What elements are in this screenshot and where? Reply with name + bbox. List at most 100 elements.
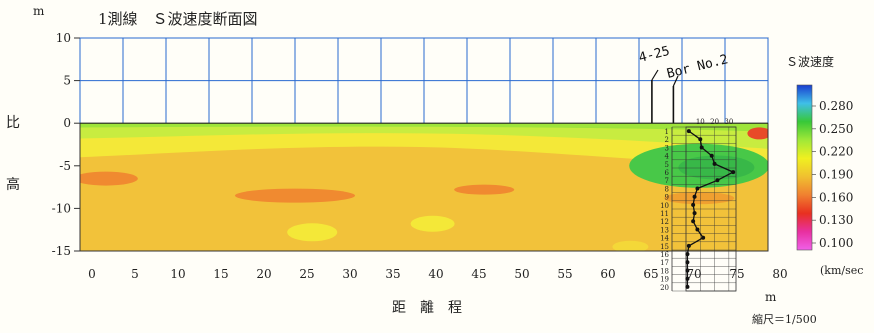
x-tick-label: 5 <box>131 267 139 281</box>
legend-label: 0.160 <box>819 190 853 204</box>
log-depth-label: 15 <box>660 243 669 251</box>
legend-label: 0.190 <box>819 168 853 182</box>
low-velocity-zone-2 <box>235 188 355 203</box>
log-depth-label: 10 <box>660 202 669 210</box>
log-depth-label: 8 <box>665 185 669 193</box>
log-scale-label: 10 <box>696 118 705 126</box>
low-velocity-zone-5 <box>747 127 768 140</box>
grid-lines <box>79 37 769 252</box>
x-tick-label: 30 <box>342 267 357 281</box>
log-depth-label: 11 <box>660 210 669 218</box>
x-tick-label: 50 <box>514 267 529 281</box>
log-depth-label: 14 <box>660 235 669 243</box>
n-value-point <box>695 227 700 232</box>
y-axis-label-char-2: 高 <box>6 177 20 193</box>
yellowgreen-band <box>80 123 768 149</box>
y-tick-label: 5 <box>63 74 71 88</box>
scale-text: 縮尺＝1/500 <box>752 313 817 326</box>
y-tick-label: -15 <box>52 244 71 258</box>
y-axis-unit: m <box>33 4 45 18</box>
low-velocity-zone-3 <box>454 184 515 195</box>
y-tick-label: 10 <box>56 31 71 45</box>
legend-label: 0.100 <box>819 236 853 250</box>
log-depth-label: 19 <box>660 276 669 284</box>
n-value-point <box>709 153 714 158</box>
n-value-point <box>695 186 700 191</box>
n-value-point <box>698 137 703 142</box>
n-value-point <box>685 268 690 273</box>
n-value-point <box>691 219 696 224</box>
high-velocity-core <box>678 155 755 180</box>
x-tick-label: 0 <box>88 267 96 281</box>
chart-title: 1測線 Ｓ波速度断面図 <box>98 10 258 28</box>
y-axis-label-char-1: 比 <box>6 115 20 131</box>
x-tick-label: 60 <box>600 267 615 281</box>
log-depth-label: 18 <box>660 267 669 275</box>
x-tick-label: 40 <box>428 267 443 281</box>
log-depth-label: 17 <box>660 259 669 267</box>
log-scale-label: 20 <box>710 118 719 126</box>
x-tick-label: 65 <box>643 267 658 281</box>
borehole-leader <box>651 69 659 81</box>
legend: 0.280 0.250 0.220 0.190 0.160 0.130 0.100 <box>796 84 853 251</box>
log-depth-label: 2 <box>665 136 669 144</box>
yellow-lens-2 <box>410 215 455 232</box>
yellow-lens-3 <box>612 240 649 251</box>
n-value-point <box>715 178 720 183</box>
green-top-band <box>80 123 768 132</box>
x-axis-label: 距 離 程 <box>392 300 462 316</box>
n-value-point <box>685 276 690 281</box>
log-depth-label: 5 <box>665 161 669 169</box>
n-value-point <box>686 129 691 134</box>
x-tick-label: 10 <box>170 267 185 281</box>
velocity-contour-area <box>80 123 768 251</box>
legend-title: Ｓ波速度 <box>786 55 835 69</box>
log-depth-label: 3 <box>665 144 669 152</box>
log-depth-label: 16 <box>660 251 669 259</box>
borehole-label: 4-25 <box>637 44 671 66</box>
n-value-point <box>691 202 696 207</box>
n-value-point <box>699 145 704 150</box>
legend-colorbar <box>796 84 813 251</box>
y-tick-label: -5 <box>59 159 71 173</box>
borehole-label: Bor No.2 <box>665 52 729 82</box>
x-tick-label: 15 <box>213 267 228 281</box>
n-value-point <box>686 243 691 248</box>
yellow-lens-1 <box>287 223 338 242</box>
low-velocity-zone-4 <box>664 192 735 205</box>
x-tick-label: 55 <box>557 267 572 281</box>
y-tick-label: -10 <box>52 201 71 215</box>
n-value-point <box>701 235 706 240</box>
n-value-point <box>692 194 697 199</box>
low-velocity-zone-1 <box>80 171 138 186</box>
log-depth-label: 13 <box>660 226 669 234</box>
legend-label: 0.250 <box>819 122 853 136</box>
n-value-point <box>685 252 690 257</box>
x-tick-label: 70 <box>686 267 701 281</box>
section-fill-group <box>80 123 768 251</box>
log-depth-label: 12 <box>660 218 669 226</box>
log-depth-label: 7 <box>665 177 669 185</box>
log-depth-label: 20 <box>660 284 669 292</box>
legend-unit: (km/sec <box>820 264 864 277</box>
y-tick-label: 0 <box>63 116 71 130</box>
n-value-point <box>712 161 717 166</box>
x-tick-label: 25 <box>299 267 314 281</box>
x-tick-label: 35 <box>385 267 400 281</box>
log-depth-label: 1 <box>665 128 669 136</box>
n-value-point <box>685 260 690 265</box>
x-tick-label: 75 <box>729 267 744 281</box>
legend-label: 0.280 <box>819 99 853 113</box>
borehole-leader <box>672 75 679 87</box>
legend-label: 0.220 <box>819 145 853 159</box>
x-tick-label: 45 <box>471 267 486 281</box>
n-value-point <box>685 284 690 289</box>
log-depth-label: 6 <box>665 169 670 177</box>
log-depth-label: 9 <box>665 194 669 202</box>
n-value-point <box>731 170 736 175</box>
